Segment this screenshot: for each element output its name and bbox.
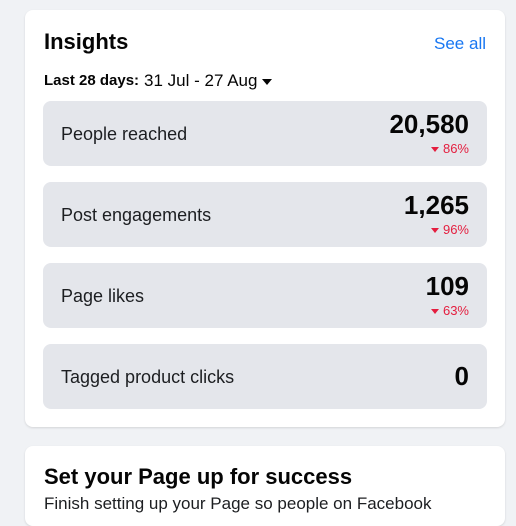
page-setup-card: Set your Page up for success Finish sett…	[25, 446, 505, 526]
metric-change-value: 96%	[442, 222, 469, 237]
metric-change-value: 63%	[442, 303, 469, 318]
setup-subtitle: Finish setting up your Page so people on…	[44, 494, 432, 513]
metric-people-reached[interactable]: People reached 20,580 86%	[43, 101, 487, 166]
metric-change: 86%	[430, 141, 469, 157]
metric-post-engagements[interactable]: Post engagements 1,265 96%	[43, 182, 487, 247]
date-range-label: Last 28 days:	[44, 72, 140, 89]
metric-label: Post engagements	[61, 205, 212, 225]
caret-down-icon	[262, 79, 273, 85]
metric-page-likes[interactable]: Page likes 109 63%	[43, 263, 487, 328]
metric-change: 96%	[430, 222, 469, 238]
metric-label: Tagged product clicks	[61, 367, 235, 387]
insights-card: Insights See all Last 28 days: 31 Jul - …	[25, 10, 505, 427]
arrow-down-icon	[430, 146, 439, 152]
metric-change-value: 86%	[442, 141, 469, 156]
metric-tagged-product-clicks[interactable]: Tagged product clicks 0	[43, 344, 487, 409]
metric-value: 1,265	[403, 190, 469, 220]
metric-label: People reached	[61, 124, 188, 144]
metric-value: 0	[454, 361, 469, 391]
metric-value: 109	[425, 271, 469, 301]
setup-title: Set your Page up for success	[44, 464, 353, 489]
metric-value: 20,580	[389, 109, 469, 139]
date-range-selector[interactable]: Last 28 days: 31 Jul - 27 Aug	[44, 70, 273, 92]
see-all-link[interactable]: See all	[434, 34, 486, 53]
arrow-down-icon	[430, 227, 439, 233]
date-range-value: 31 Jul - 27 Aug	[144, 71, 258, 90]
metric-label: Page likes	[61, 286, 145, 306]
metric-change: 63%	[430, 303, 469, 319]
metric-list: People reached 20,580 86% Post engagemen…	[43, 101, 487, 425]
arrow-down-icon	[430, 308, 439, 314]
insights-title: Insights	[44, 29, 129, 54]
